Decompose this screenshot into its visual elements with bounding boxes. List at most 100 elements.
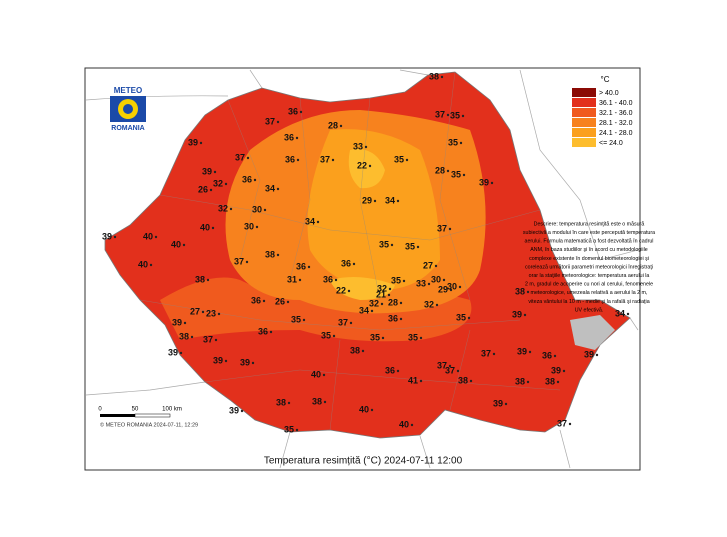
station-value: 37 [481,348,491,358]
station-value: 29 [362,195,372,205]
station-value: 30 [431,274,441,284]
station-value: 39 [479,177,489,187]
station-dot [396,369,400,373]
station-dot [295,136,299,140]
station-value: 37 [203,334,213,344]
station-value: 35 [291,314,301,324]
station-dot [154,235,158,239]
station-dot [523,313,527,317]
description: Descriere: temperatura resimţită este o … [523,221,655,313]
station-value: 39 [240,357,250,367]
station-value: 38 [515,376,525,386]
station-dot [206,278,210,282]
station-dot [352,262,356,266]
station-value: 37 [445,365,455,375]
station-value: 39 [172,317,182,327]
logo: METEO ROMANIA [110,86,146,132]
station-dot [334,278,338,282]
legend-label: > 40.0 [599,90,619,97]
station-value: 37 [557,418,567,428]
description-line: viteza vântului la 10 m - medie şi la ra… [528,299,649,305]
station-dot [199,141,203,145]
station-dot [459,141,463,145]
station-value: 39 [551,365,561,375]
station-value: 32 [377,283,387,293]
station-value: 39 [213,355,223,365]
station-value: 37 [437,223,447,233]
station-value: 35 [370,332,380,342]
station-value: 32 [369,298,379,308]
station-value: 35 [321,330,331,340]
station-value: 36 [341,258,351,268]
station-dot [435,303,439,307]
logo-hole [123,104,133,114]
station-dot [322,373,326,377]
scale-seg [100,414,135,417]
station-value: 38 [276,397,286,407]
station-dot [179,351,183,355]
station-dot [381,336,385,340]
station-value: 40 [359,404,369,414]
station-dot [307,265,311,269]
description-line: meteorologice, umezeala relativă a aerul… [531,290,648,296]
station-dot [419,379,423,383]
station-value: 36 [284,132,294,142]
logo-bottom: ROMANIA [111,125,144,132]
scale-label: 0 [98,407,102,413]
description-line: subiectivă a modului în care este percep… [523,230,655,236]
station-dot [448,227,452,231]
station-dot [456,369,460,373]
station-dot [296,158,300,162]
scale-label: 100 km [162,407,182,413]
station-value: 22 [336,285,346,295]
station-value: 38 [458,375,468,385]
station-value: 35 [405,241,415,251]
station-dot [251,361,255,365]
station-value: 37 [265,116,275,126]
station-dot [492,352,496,356]
description-line: aerului. Formula matematică a fost dezvo… [525,239,654,245]
legend-swatch [572,128,596,137]
station-value: 38 [515,286,525,296]
station-value: 37 [320,154,330,164]
station-value: 34 [615,308,625,318]
scale-bar: 0 50 100 km [98,407,182,418]
station-value: 32 [218,203,228,213]
station-dot [183,321,187,325]
station-value: 39 [517,346,527,356]
station-dot [253,178,257,182]
station-dot [553,354,557,358]
legend-swatch [572,88,596,97]
station-dot [347,289,351,293]
station-dot [446,169,450,173]
legend-label: <= 24.0 [599,140,623,147]
legend-swatch [572,118,596,127]
station-value: 38 [545,376,555,386]
station-dot [526,380,530,384]
station-dot [214,338,218,342]
station-value: 27 [423,260,433,270]
station-value: 41 [408,375,418,385]
station-value: 37 [338,317,348,327]
logo-top: METEO [114,86,142,95]
station-dot [405,158,409,162]
station-value: 36 [285,154,295,164]
station-value: 36 [296,261,306,271]
station-value: 31 [287,274,297,284]
station-value: 30 [244,221,254,231]
description-line: Descriere: temperatura resimţită este o … [534,221,645,227]
station-dot [434,264,438,268]
station-dot [246,156,250,160]
station-dot [387,293,391,297]
station-value: 39 [512,309,522,319]
station-dot [211,226,215,230]
station-value: 36 [323,274,333,284]
station-dot [427,282,431,286]
legend-label: 28.1 - 32.0 [599,120,633,127]
station-value: 34 [359,305,369,315]
station-value: 39 [188,137,198,147]
legend: °C > 40.0 36.1 - 40.0 32.1 - 36.0 28.1 - 32… [572,75,633,147]
station-value: 36 [242,174,252,184]
station-dot [364,145,368,149]
